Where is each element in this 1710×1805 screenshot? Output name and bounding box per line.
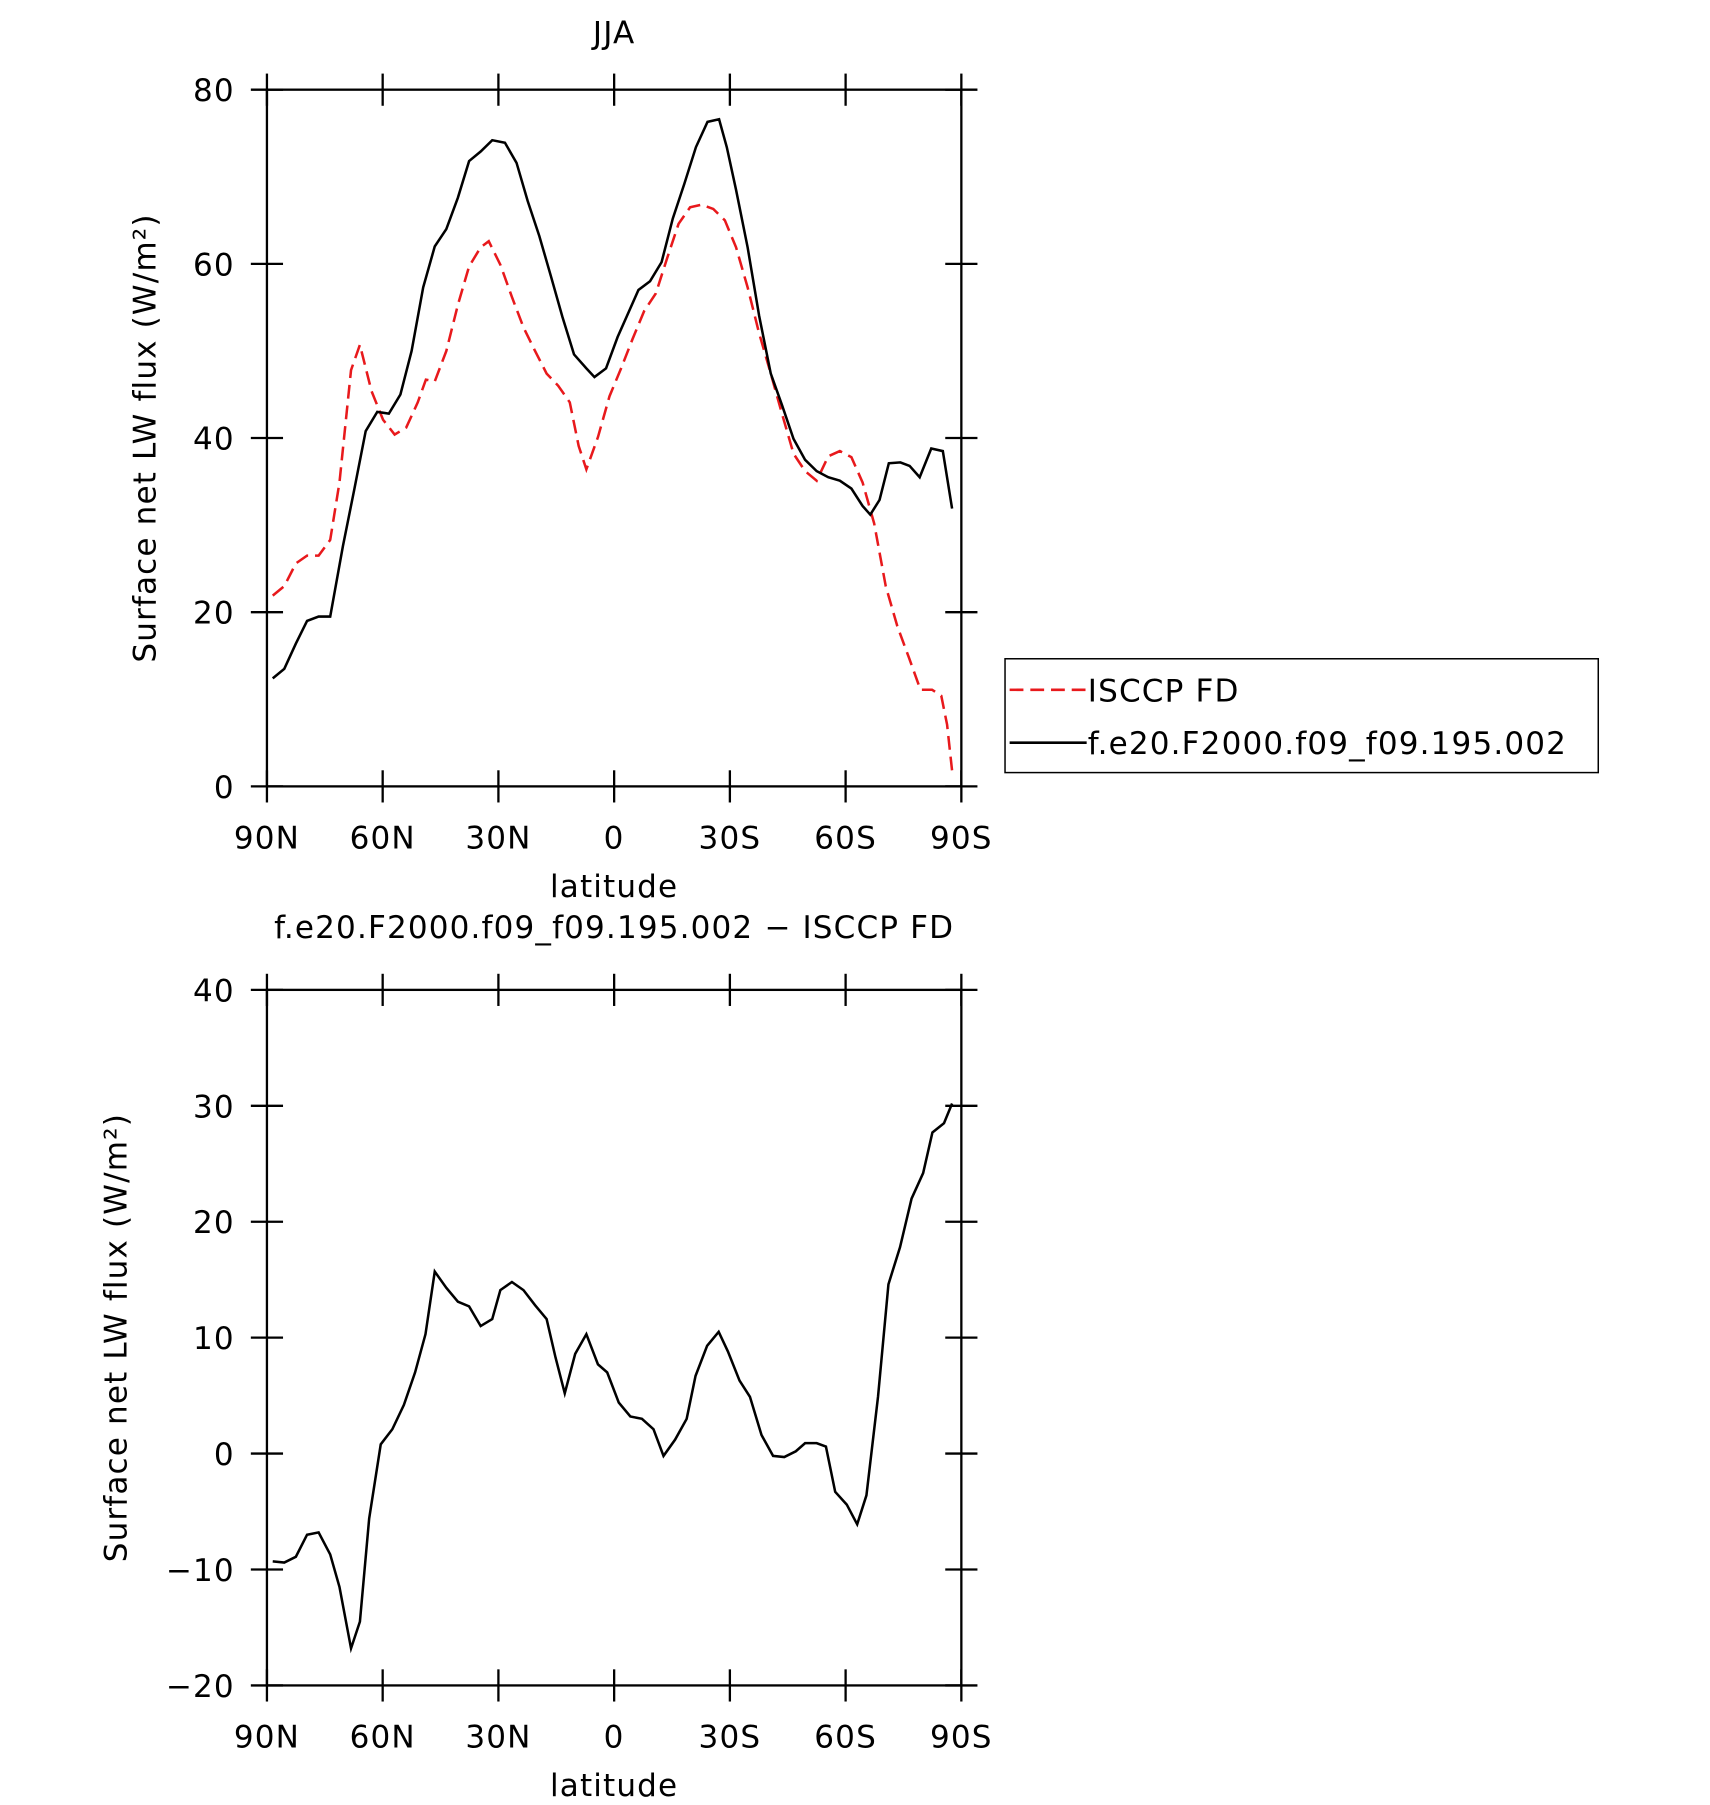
data-line — [272, 1103, 954, 1654]
x-axis-label: latitude — [550, 1768, 678, 1804]
x-tick-label: 60S — [814, 820, 877, 856]
x-tick-label: 30N — [465, 1720, 531, 1756]
x-tick-label: 30N — [465, 820, 531, 856]
legend-label: ISCCP FD — [1088, 673, 1240, 709]
y-tick-label: 40 — [193, 973, 235, 1009]
y-tick-label: 20 — [193, 1205, 235, 1241]
y-tick-label: 0 — [214, 1437, 235, 1473]
legend-label: f.e20.F2000.f09_f09.195.002 — [1088, 726, 1567, 762]
legend-box — [1004, 658, 1600, 774]
x-tick-label: 30S — [699, 1720, 762, 1756]
x-tick-label: 60S — [814, 1720, 877, 1756]
y-tick-label: −20 — [166, 1669, 235, 1705]
data-line — [271, 203, 954, 771]
y-tick-label: 60 — [193, 247, 235, 283]
y-axis-label: Surface net LW flux (W/m²) — [127, 213, 163, 662]
y-tick-label: 0 — [214, 770, 235, 806]
x-tick-label: 30S — [699, 820, 762, 856]
y-axis-label: Surface net LW flux (W/m²) — [99, 1113, 135, 1562]
x-tick-label: 90N — [234, 1720, 300, 1756]
x-tick-label: 60N — [350, 820, 416, 856]
y-tick-label: 40 — [193, 422, 235, 458]
x-tick-label: 60N — [350, 1720, 416, 1756]
y-tick-label: 10 — [193, 1321, 235, 1357]
y-tick-label: 80 — [193, 73, 235, 109]
plot-frame — [265, 88, 963, 788]
x-tick-label: 0 — [604, 820, 625, 856]
data-line — [271, 117, 954, 680]
y-tick-label: 20 — [193, 596, 235, 632]
x-tick-label: 90N — [234, 820, 300, 856]
chart-title: JJA — [591, 16, 635, 52]
y-tick-label: −10 — [166, 1553, 235, 1589]
x-tick-label: 90S — [930, 820, 993, 856]
chart-title: f.e20.F2000.f09_f09.195.002 − ISCCP FD — [274, 910, 954, 946]
x-tick-label: 90S — [930, 1720, 993, 1756]
x-axis-label: latitude — [550, 869, 678, 905]
plot-frame — [265, 988, 963, 1687]
y-tick-label: 30 — [193, 1089, 235, 1125]
x-tick-label: 0 — [604, 1720, 625, 1756]
